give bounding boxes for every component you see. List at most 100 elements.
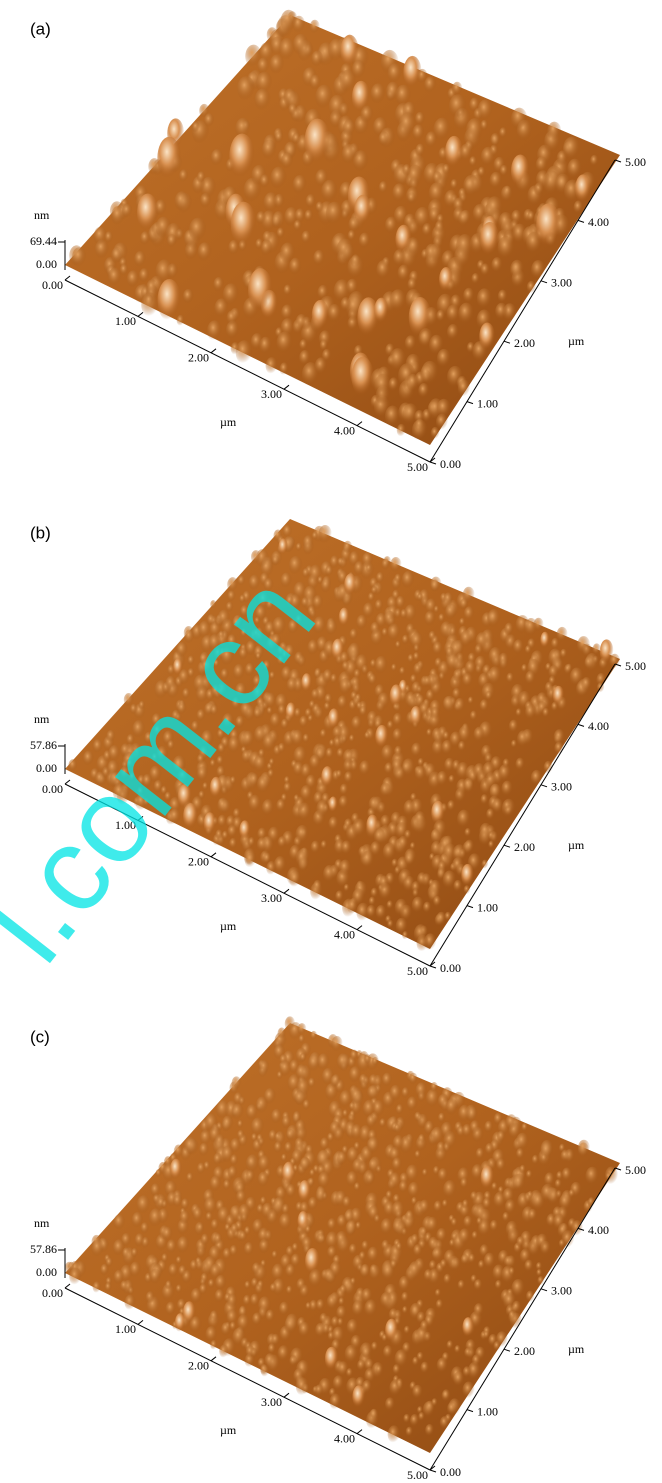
grain xyxy=(342,1196,351,1209)
grain xyxy=(305,708,313,719)
z-min-label: 0.00 xyxy=(36,761,57,775)
grain xyxy=(458,303,474,325)
grain xyxy=(277,227,285,239)
grain xyxy=(122,204,132,219)
grain xyxy=(369,1159,379,1172)
grain xyxy=(480,794,488,805)
y-tick-label: 1.00 xyxy=(477,1404,498,1418)
grain xyxy=(214,1233,223,1245)
grain xyxy=(351,813,360,825)
grain xyxy=(366,1173,375,1185)
grain xyxy=(270,167,286,190)
x-tick-label: 1.00 xyxy=(115,314,136,328)
grain xyxy=(354,561,365,576)
grain xyxy=(425,1424,434,1437)
grain xyxy=(315,1384,324,1396)
grain xyxy=(511,684,524,703)
grain xyxy=(504,623,514,637)
grain xyxy=(462,1199,469,1209)
grain xyxy=(476,1148,485,1161)
grain xyxy=(405,852,415,866)
grain xyxy=(234,1092,244,1105)
grain xyxy=(306,194,316,209)
grain xyxy=(293,746,307,765)
grain xyxy=(232,1103,244,1120)
grain xyxy=(369,1409,378,1422)
grain xyxy=(513,1174,526,1192)
grain xyxy=(294,794,300,803)
grain xyxy=(463,288,474,304)
grain xyxy=(149,1208,163,1227)
grain xyxy=(246,1345,255,1358)
grain xyxy=(524,618,538,637)
grain xyxy=(113,1239,125,1256)
grain xyxy=(320,729,327,739)
peak xyxy=(354,195,371,226)
y-tick xyxy=(541,1289,547,1291)
grain xyxy=(189,218,207,243)
grain xyxy=(250,1294,260,1308)
grain xyxy=(560,649,567,659)
grain xyxy=(429,1260,437,1271)
grain xyxy=(329,739,335,748)
grain xyxy=(426,729,432,738)
grain xyxy=(449,94,467,119)
grain xyxy=(487,609,501,628)
y-tick xyxy=(430,1470,436,1472)
x-tick-label: 5.00 xyxy=(407,964,428,978)
grain xyxy=(294,1137,304,1151)
grain xyxy=(329,1388,336,1398)
figure: (a)nm69.440.000.001.002.003.004.005.000.… xyxy=(0,0,662,1483)
grain xyxy=(267,769,274,779)
grain xyxy=(606,1172,612,1181)
grain xyxy=(270,1283,277,1293)
grain xyxy=(351,1124,363,1140)
grain xyxy=(199,1143,209,1157)
grain xyxy=(349,1110,355,1119)
grain xyxy=(501,781,513,797)
grain xyxy=(490,784,502,801)
grain xyxy=(295,208,306,223)
grain xyxy=(420,1320,429,1333)
x-tick-label: 3.00 xyxy=(261,891,282,905)
grain xyxy=(380,1218,393,1236)
grain xyxy=(328,817,339,832)
grain xyxy=(438,861,447,873)
grain xyxy=(197,171,206,183)
grain xyxy=(230,1223,239,1235)
grain xyxy=(385,1397,395,1411)
grain xyxy=(249,795,262,813)
x-tick xyxy=(357,422,362,426)
grain xyxy=(256,211,266,225)
grain xyxy=(498,290,508,304)
grain xyxy=(411,1197,418,1206)
x-tick-label: 4.00 xyxy=(334,1431,355,1445)
grain xyxy=(205,1114,219,1133)
peak xyxy=(536,203,561,248)
peak xyxy=(325,1347,339,1371)
peak xyxy=(480,222,499,257)
grain xyxy=(436,310,445,323)
grain xyxy=(376,1365,383,1375)
y-tick xyxy=(467,1410,473,1412)
y-tick-label: 4.00 xyxy=(588,1223,609,1237)
grain xyxy=(356,615,367,631)
grain xyxy=(193,1207,204,1222)
grain xyxy=(293,175,307,195)
grain xyxy=(139,268,150,283)
grain xyxy=(460,1178,468,1190)
peak xyxy=(352,1385,365,1408)
grain xyxy=(262,799,275,817)
grain xyxy=(356,702,362,711)
grain xyxy=(442,1389,451,1402)
grain xyxy=(440,621,453,639)
grain xyxy=(251,1133,258,1142)
grain xyxy=(408,192,416,203)
grain xyxy=(458,188,467,200)
grain xyxy=(177,1236,190,1254)
grain xyxy=(516,1133,529,1152)
grain xyxy=(461,1254,469,1265)
grain xyxy=(407,1096,418,1111)
grain xyxy=(284,776,290,785)
grain xyxy=(407,278,417,292)
